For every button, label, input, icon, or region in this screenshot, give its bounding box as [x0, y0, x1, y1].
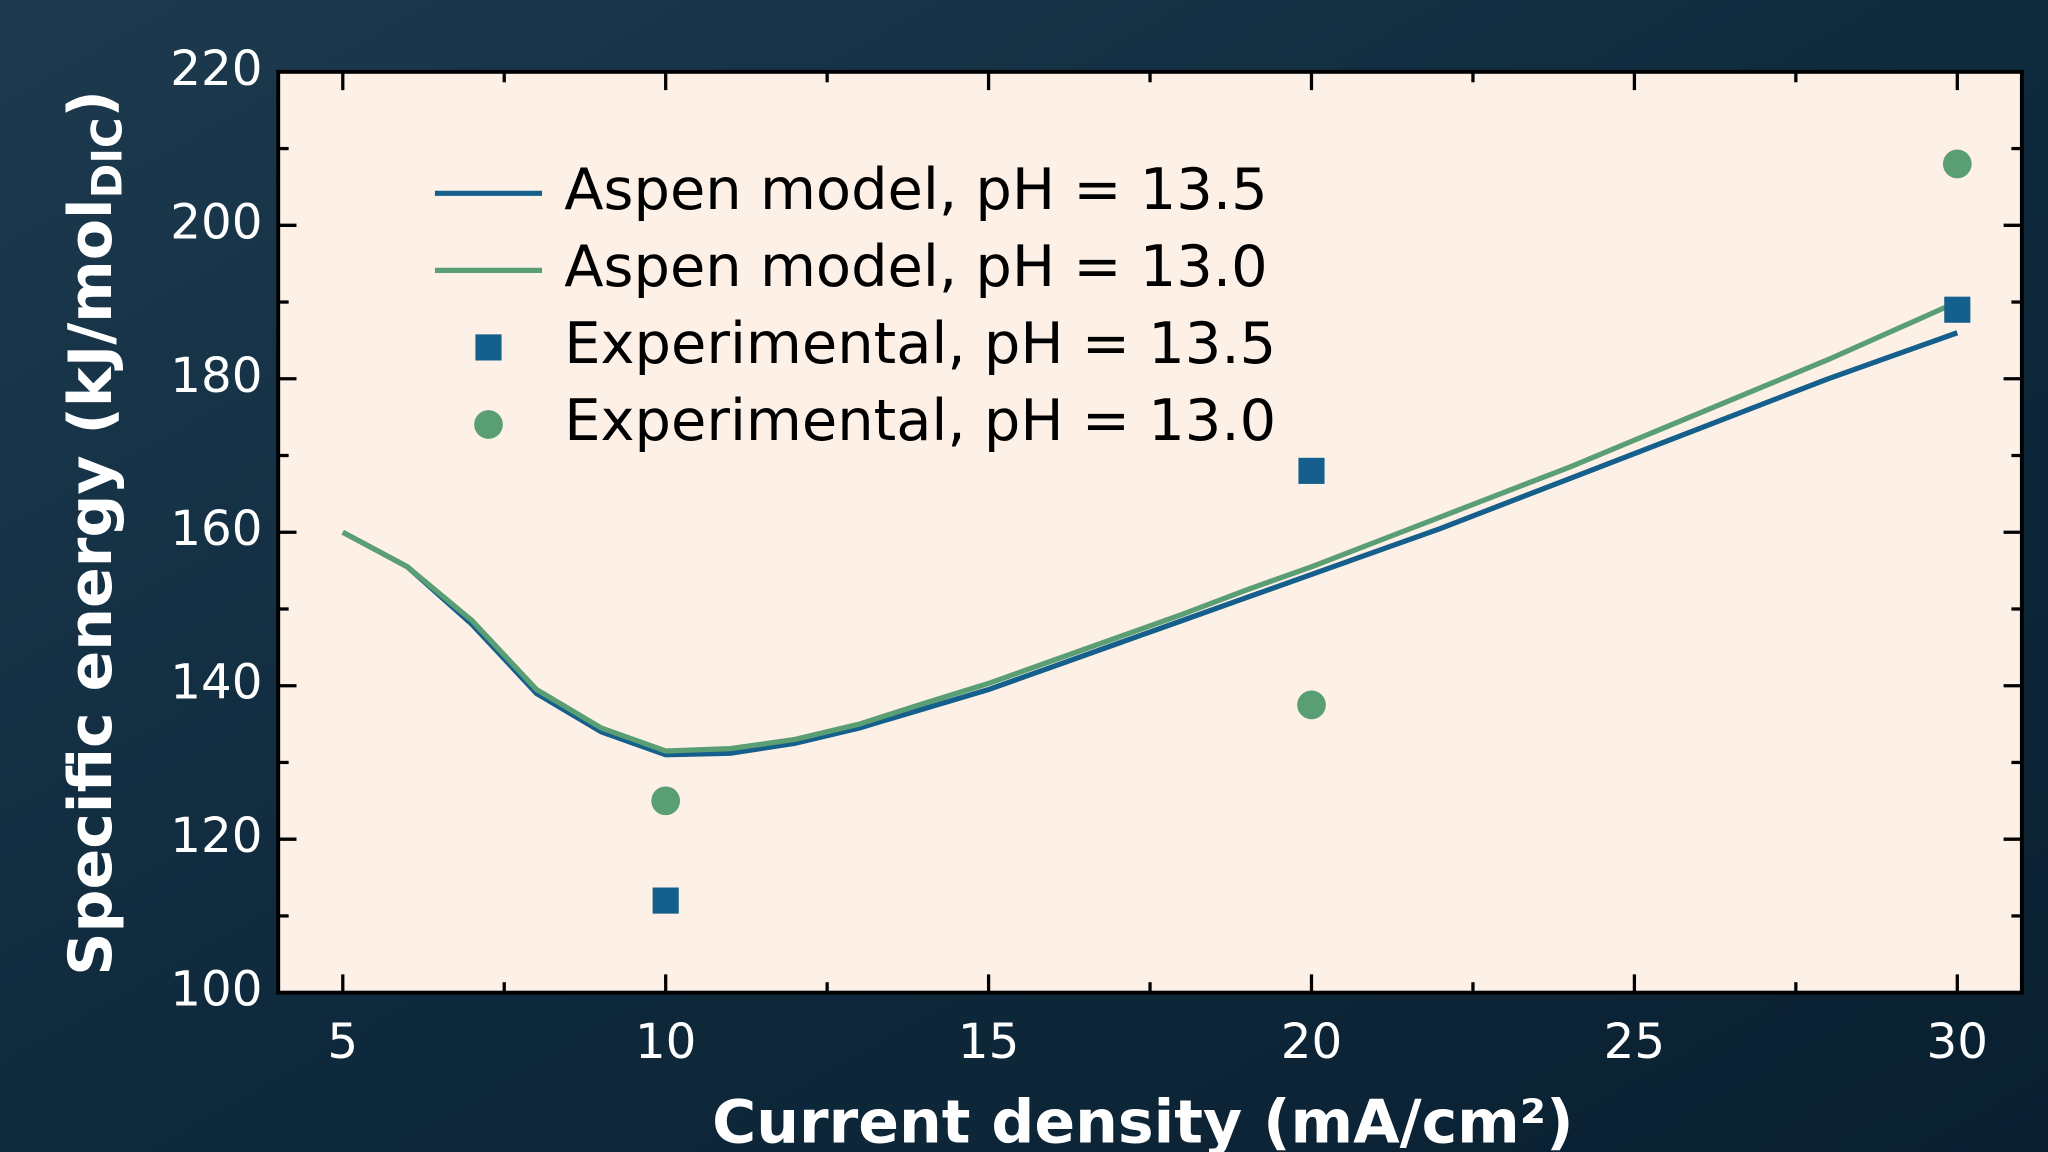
y-tick-label: 160: [170, 501, 262, 557]
y-tick-label: 140: [170, 655, 262, 711]
marker-square: [475, 334, 502, 361]
x-tick-label: 30: [1927, 1014, 1988, 1070]
y-tick-label: 200: [170, 194, 262, 250]
legend-label: Experimental, pH = 13.5: [564, 310, 1276, 377]
x-axis-title: Current density (mA/cm²): [712, 1087, 1573, 1152]
y-tick-label: 100: [170, 962, 262, 1018]
x-tick-label: 20: [1281, 1014, 1342, 1070]
marker-square: [1298, 457, 1325, 484]
series-line: [341, 330, 1959, 758]
marker-square: [1944, 296, 1971, 323]
plot-area: [276, 69, 2024, 995]
x-tick-label: 10: [635, 1014, 696, 1070]
legend-label: Aspen model, pH = 13.5: [564, 156, 1267, 223]
y-axis-title-text: Specific energy (kJ/mol: [56, 198, 126, 975]
marker-square: [652, 887, 679, 914]
y-tick-label: 120: [170, 808, 262, 864]
legend-label: Experimental, pH = 13.0: [564, 387, 1276, 454]
y-axis-title-suffix: ): [56, 90, 126, 117]
y-axis-title: Specific energy (kJ/molDIC): [56, 90, 132, 976]
series-line: [341, 299, 1959, 754]
marker-circle: [651, 786, 681, 816]
y-tick-label: 180: [170, 348, 262, 404]
y-tick-label: 220: [170, 41, 262, 97]
marker-circle: [1942, 149, 1972, 179]
marker-circle: [474, 410, 503, 439]
x-tick-label: 5: [327, 1014, 358, 1070]
legend-label: Aspen model, pH = 13.0: [564, 233, 1267, 300]
x-tick-label: 25: [1604, 1014, 1665, 1070]
marker-circle: [1297, 690, 1326, 720]
y-axis-title-subscript: DIC: [82, 117, 131, 198]
x-tick-label: 15: [958, 1014, 1019, 1070]
